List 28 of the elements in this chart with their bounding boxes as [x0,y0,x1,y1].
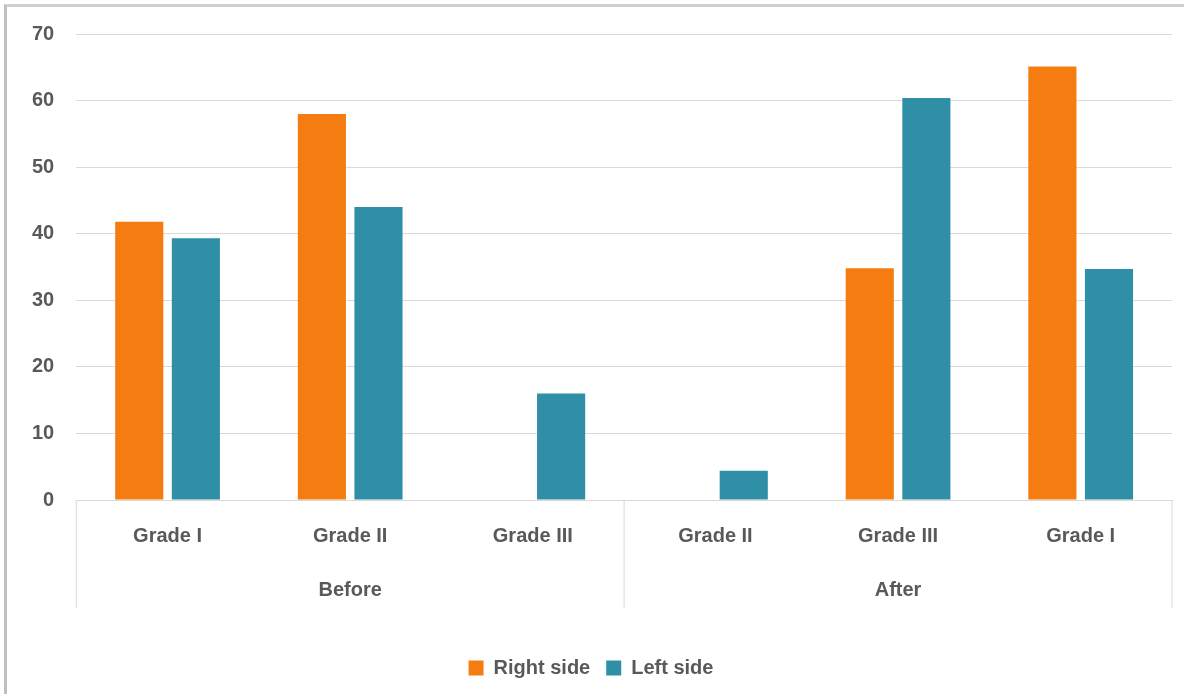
bar [902,97,951,500]
bar [719,470,768,500]
y-tick-label: 50 [32,154,55,177]
y-tick-label: 40 [32,221,55,244]
x-tick-label: Grade II [312,523,388,546]
bar [297,113,346,500]
text: After [874,577,922,600]
bar [537,393,586,500]
y-tick-label: 70 [32,21,55,44]
x-tick-label: Grade I [133,523,203,546]
x-tick-label: Grade II [678,523,753,546]
bar [845,268,894,500]
bar [1084,269,1134,500]
legend-label: Right side [493,655,591,678]
bar [1028,66,1077,500]
y-tick-label: 60 [32,88,55,111]
y-tick-label: 30 [32,287,55,310]
y-tick-label: 0 [43,487,55,510]
y-tick-label: 20 [32,354,55,377]
bar [115,221,164,500]
bar [171,238,220,500]
bar [354,207,403,500]
x-tick-label: Grade III [492,523,573,546]
x-tick-label: Grade III [858,523,939,546]
x-tick-label: Grade I [1046,523,1116,546]
legend-label: Left side [631,655,714,678]
text: Before [318,577,382,600]
y-tick-label: 10 [32,420,55,443]
